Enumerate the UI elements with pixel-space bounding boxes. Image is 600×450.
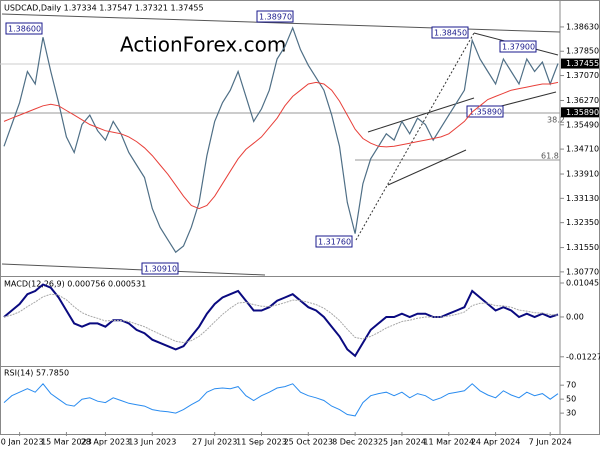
x-tick-label: 7 Jun 2024: [529, 438, 572, 447]
y-tick-label: -0.012276: [566, 352, 600, 361]
series-line: [3, 383, 559, 417]
annotation-box: [141, 262, 179, 275]
y-tick-label: 0.00: [566, 312, 584, 321]
annotation: 1.38600: [8, 25, 41, 34]
annotation: 1.30910: [144, 265, 177, 274]
y-tick-label: 1.30770: [566, 267, 599, 276]
y-tick-label: 1.31550: [566, 243, 599, 252]
x-tick-label: 11 Sep 2023: [236, 438, 287, 447]
x-tick-label: 15 Mar 2023: [41, 438, 92, 447]
x-tick-label: 13 Jun 2023: [128, 438, 176, 447]
y-tick-label: 0.010457: [566, 279, 600, 288]
x-tick-label: 25 Oct 2023: [284, 438, 333, 447]
y-tick-label: 1.36270: [566, 96, 599, 105]
x-tick-label: 25 Jan 2024: [378, 438, 426, 447]
price-tag-label: 1.37455: [566, 59, 599, 68]
fib-label: 38.2: [547, 116, 565, 125]
annotation-box: [256, 10, 294, 23]
chart-title: USDCAD,Daily 1.37334 1.37547 1.37321 1.3…: [4, 4, 204, 13]
channel-line: [387, 149, 467, 186]
macd-title: MACD(12,26,9) 0.000756 0.000531: [4, 280, 146, 289]
y-tick-label: 1.33910: [566, 170, 599, 179]
x-tick-label: 24 Apr 2024: [471, 438, 520, 447]
frame: [0, 0, 600, 435]
annotation-box: [466, 105, 504, 118]
series-line: [3, 283, 559, 358]
y-tick-label: 1.37070: [566, 71, 599, 80]
annotation: 1.37900: [502, 43, 535, 52]
y-tick-label: 1.37850: [566, 47, 599, 56]
rsi-title: RSI(14) 57.7850: [4, 369, 69, 378]
trendline: [1, 263, 266, 276]
y-tick-label: 1.38630: [566, 22, 599, 31]
annotation-box: [5, 22, 43, 35]
watermark: ActionForex.com: [120, 33, 286, 57]
x-tick-label: 30 Jan 2023: [0, 438, 44, 447]
x-tick-label: 27 Jul 2023: [192, 438, 237, 447]
annotation-box: [431, 26, 469, 39]
y-tick-label: 70: [566, 381, 576, 390]
y-tick-label: 1.32350: [566, 218, 599, 227]
annotation: 1.31760: [318, 238, 351, 247]
x-tick-label: 28 Apr 2023: [81, 438, 130, 447]
y-tick-label: 30: [566, 409, 576, 418]
y-tick-label: 1.35490: [566, 120, 599, 129]
y-tick-label: 50: [566, 395, 576, 404]
annotation-box: [499, 40, 537, 53]
annotations: 1.38600 1.38970 1.38450 1.37900 1.35890 …: [5, 10, 565, 275]
annotation: 1.38450: [434, 29, 467, 38]
y-tick-label: 1.34710: [566, 145, 599, 154]
series-line: [3, 293, 559, 344]
price-tag: [561, 58, 599, 69]
fib-label: 61.8: [541, 152, 559, 161]
annotation: 1.35890: [469, 108, 502, 117]
price-tag: [561, 107, 599, 118]
y-tick-label: 1.33130: [566, 194, 599, 203]
series-line: [3, 26, 559, 254]
price-tag-label: 1.35890: [566, 108, 599, 117]
annotation: 1.38970: [259, 13, 292, 22]
x-tick-label: 8 Dec 2023: [332, 438, 378, 447]
annotation-box: [315, 235, 353, 248]
series-line: [3, 81, 559, 210]
x-tick-label: 11 Mar 2024: [423, 438, 474, 447]
